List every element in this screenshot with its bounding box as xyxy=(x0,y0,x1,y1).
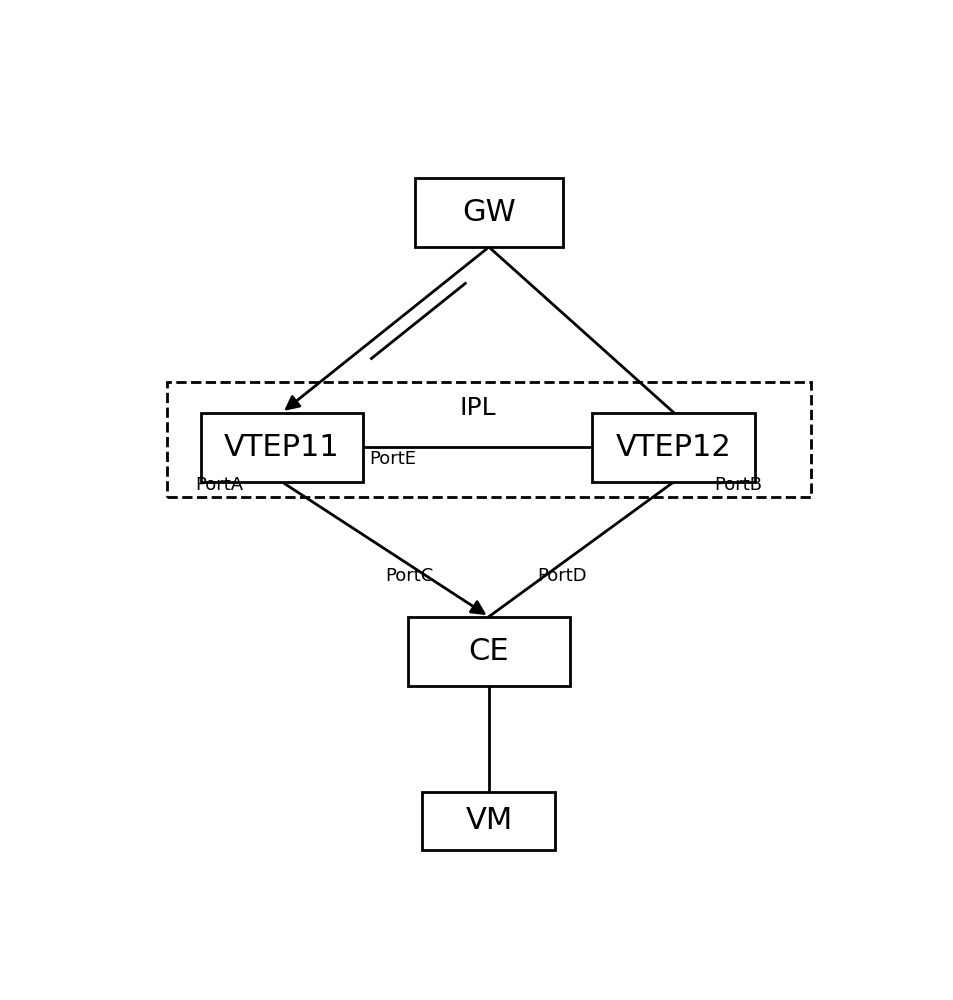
Text: VTEP11: VTEP11 xyxy=(224,433,339,462)
Text: VTEP12: VTEP12 xyxy=(616,433,731,462)
Bar xyxy=(167,382,810,497)
Text: CE: CE xyxy=(468,637,509,666)
Text: PortB: PortB xyxy=(714,476,761,494)
Text: IPL: IPL xyxy=(459,396,496,420)
Bar xyxy=(200,413,363,482)
Text: VM: VM xyxy=(465,806,512,835)
Bar xyxy=(407,617,570,686)
Text: PortD: PortD xyxy=(537,567,586,585)
Text: PortE: PortE xyxy=(369,450,416,468)
Text: PortA: PortA xyxy=(195,476,243,494)
Bar xyxy=(422,792,555,850)
Bar xyxy=(415,178,562,247)
Text: PortC: PortC xyxy=(385,567,434,585)
Text: GW: GW xyxy=(461,198,516,227)
Bar xyxy=(592,413,755,482)
